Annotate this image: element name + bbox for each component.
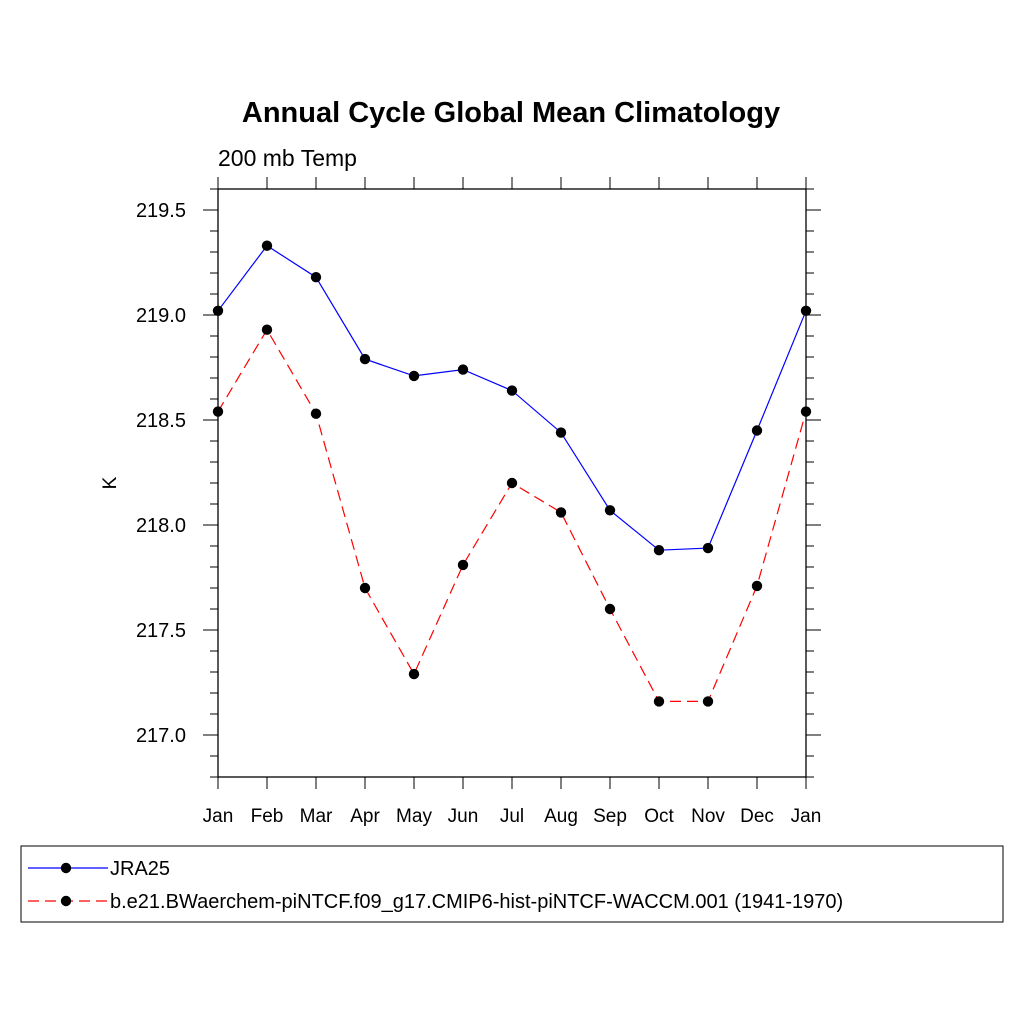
x-tick-label: Apr <box>350 806 380 827</box>
x-tick-label: Dec <box>740 806 774 827</box>
series-1-point <box>261 240 273 251</box>
series-2-point <box>310 408 322 419</box>
y-tick-labels: 217.0 217.5 218.0 218.5 219.0 219.5 <box>136 200 186 747</box>
y-tick-label: 219.5 <box>136 200 186 222</box>
series-2-point <box>457 559 469 571</box>
series-1-point <box>457 364 469 375</box>
x-tick-label: May <box>396 806 432 827</box>
series-1-point <box>310 272 322 283</box>
x-tick-label: Mar <box>300 806 333 827</box>
series-markers <box>212 240 812 707</box>
y-tick-label: 219.0 <box>136 305 186 327</box>
series-1-point <box>604 505 616 516</box>
series-1-point <box>702 542 714 554</box>
x-tick-label: Nov <box>691 806 725 827</box>
series-1-point <box>408 370 420 382</box>
legend-box <box>20 845 1004 923</box>
x-tick-label: Jan <box>203 806 234 827</box>
series-2-point <box>212 406 224 417</box>
series-2-point <box>751 580 763 592</box>
x-tick-label: Feb <box>251 806 284 827</box>
series-2-point <box>555 507 567 518</box>
legend-marker-2 <box>60 895 72 907</box>
y-tick-label: 217.0 <box>136 725 186 747</box>
y-tick-label: 218.5 <box>136 410 186 432</box>
x-tick-label: Sep <box>593 806 627 827</box>
chart-title: Annual Cycle Global Mean Climatology <box>242 97 780 129</box>
series-1-point <box>212 305 224 316</box>
legend-label-2: b.e21.BWaerchem-piNTCF.f09_g17.CMIP6-his… <box>110 891 843 913</box>
x-tick-label: Aug <box>544 806 578 827</box>
x-tick-labels: Jan Feb Mar Apr May Jun Jul Aug Sep Oct Nov Dec Jan <box>203 806 822 827</box>
legend-marker-1 <box>60 862 72 874</box>
series-lines <box>217 244 807 703</box>
series-1-point <box>359 353 371 365</box>
x-tick-label: Jun <box>448 806 479 827</box>
series-2-point <box>359 582 371 594</box>
series-2-point <box>261 324 273 335</box>
series-1-point <box>555 427 567 438</box>
series-2-point <box>702 696 714 707</box>
series-2-point <box>653 696 665 707</box>
series-2-point <box>506 477 518 489</box>
x-tick-label: Oct <box>644 806 674 827</box>
series-2-point <box>408 668 420 680</box>
y-tick-label: 218.0 <box>136 515 186 537</box>
series-1-point <box>751 425 763 436</box>
legend: JRA25 b.e21.BWaerchem-piNTCF.f09_g17.CMIP… <box>28 858 843 913</box>
y-axis-label: K <box>100 476 121 489</box>
series-1-point <box>653 545 665 556</box>
chart-subtitle: 200 mb Temp <box>218 145 357 171</box>
x-tick-label: Jul <box>500 806 524 827</box>
axis-ticks <box>203 177 821 789</box>
y-tick-label: 217.5 <box>136 620 186 642</box>
series-1-point <box>506 385 518 396</box>
legend-label-1: JRA25 <box>110 858 170 880</box>
series-2-point <box>800 406 812 417</box>
x-tick-label: Jan <box>791 806 822 827</box>
series-2-point <box>604 603 616 615</box>
series-1-point <box>800 305 812 316</box>
